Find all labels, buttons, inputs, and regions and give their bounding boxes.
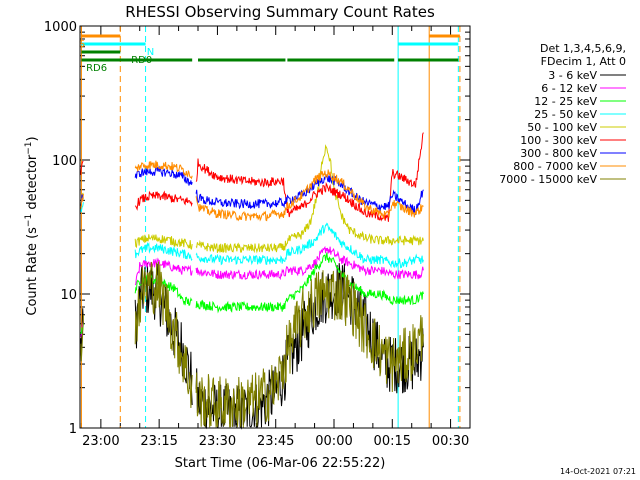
legend-label: 300 - 800 keV xyxy=(520,147,597,160)
x-axis-label: Start Time (06-Mar-06 22:55:22) xyxy=(175,456,386,471)
series-line-8 xyxy=(80,193,84,210)
x-tick-label: 23:45 xyxy=(257,434,294,449)
series-line-4 xyxy=(134,241,193,261)
legend-label: 6 - 12 keV xyxy=(541,82,597,95)
flag-label-n: N xyxy=(147,47,154,58)
series-line-2 xyxy=(134,257,193,286)
legend-label: 12 - 25 keV xyxy=(534,95,597,108)
legend-label: 7000 - 15000 keV xyxy=(499,173,597,186)
legend-label: 3 - 6 keV xyxy=(548,69,597,82)
series-line-7 xyxy=(134,165,193,186)
y-tick-label: 100 xyxy=(52,154,77,169)
x-tick-label: 00:15 xyxy=(374,434,411,449)
y-tick-label: 1 xyxy=(69,422,77,437)
y-tick-label: 10 xyxy=(60,288,77,303)
series-line-6 xyxy=(195,132,424,222)
y-axis-label-main: Count Rate (s xyxy=(25,227,40,316)
flag-label-s: S xyxy=(79,39,85,50)
series-line-5 xyxy=(195,144,424,254)
series-line-3 xyxy=(195,252,424,314)
y-axis-label-middle: detector xyxy=(25,154,40,214)
x-tick-label: 23:15 xyxy=(140,434,177,449)
series-line-4 xyxy=(80,202,84,213)
flag-label-rd6: RD6 xyxy=(86,63,107,74)
series-line-4 xyxy=(195,222,424,269)
legend-header-line: Det 1,3,4,5,6,9, xyxy=(540,42,626,55)
flag-label-rd0: RD0 xyxy=(131,55,152,66)
series-line-6 xyxy=(134,190,193,211)
y-axis-label-end: ) xyxy=(25,136,40,141)
legend-label: 800 - 7000 keV xyxy=(513,160,597,173)
y-tick-label: 1000 xyxy=(44,20,77,35)
series-line-8 xyxy=(195,169,424,222)
series-line-2 xyxy=(195,245,424,281)
y-axis-label-superscript-2: −1 xyxy=(24,141,34,154)
y-axis-label: Count Rate (s−1 detector−1) xyxy=(24,136,40,315)
series-line-7 xyxy=(195,173,424,215)
legend-label: 25 - 50 keV xyxy=(534,108,597,121)
plot-frame xyxy=(79,25,471,429)
series-line-5 xyxy=(134,234,193,250)
legend-label: 50 - 100 keV xyxy=(527,121,597,134)
x-tick-label: 23:00 xyxy=(82,434,119,449)
legend-label: 100 - 300 keV xyxy=(520,134,597,147)
series-line-9 xyxy=(195,270,424,428)
chart-title: RHESSI Observing Summary Count Rates xyxy=(125,3,435,21)
legend-header-line: FDecim 1, Att 0 xyxy=(541,55,626,68)
x-tick-label: 23:30 xyxy=(199,434,236,449)
series-line-9 xyxy=(134,261,193,409)
plot-area: 1 10 100 1000 23:00 23:15 23:30 23:45 00:00 00:15… xyxy=(44,20,471,449)
x-tick-label: 00:30 xyxy=(432,434,469,449)
series-line-8 xyxy=(134,160,193,180)
generation-timestamp: 14-Oct-2021 07:21 xyxy=(560,467,636,476)
series-line-9 xyxy=(80,314,84,362)
x-tick-label: 00:00 xyxy=(315,434,352,449)
legend: Det 1,3,4,5,6,9,FDecim 1, Att 03 - 6 keV… xyxy=(499,42,626,186)
series-line-6 xyxy=(80,161,84,175)
y-axis-label-superscript-1: −1 xyxy=(24,214,34,227)
